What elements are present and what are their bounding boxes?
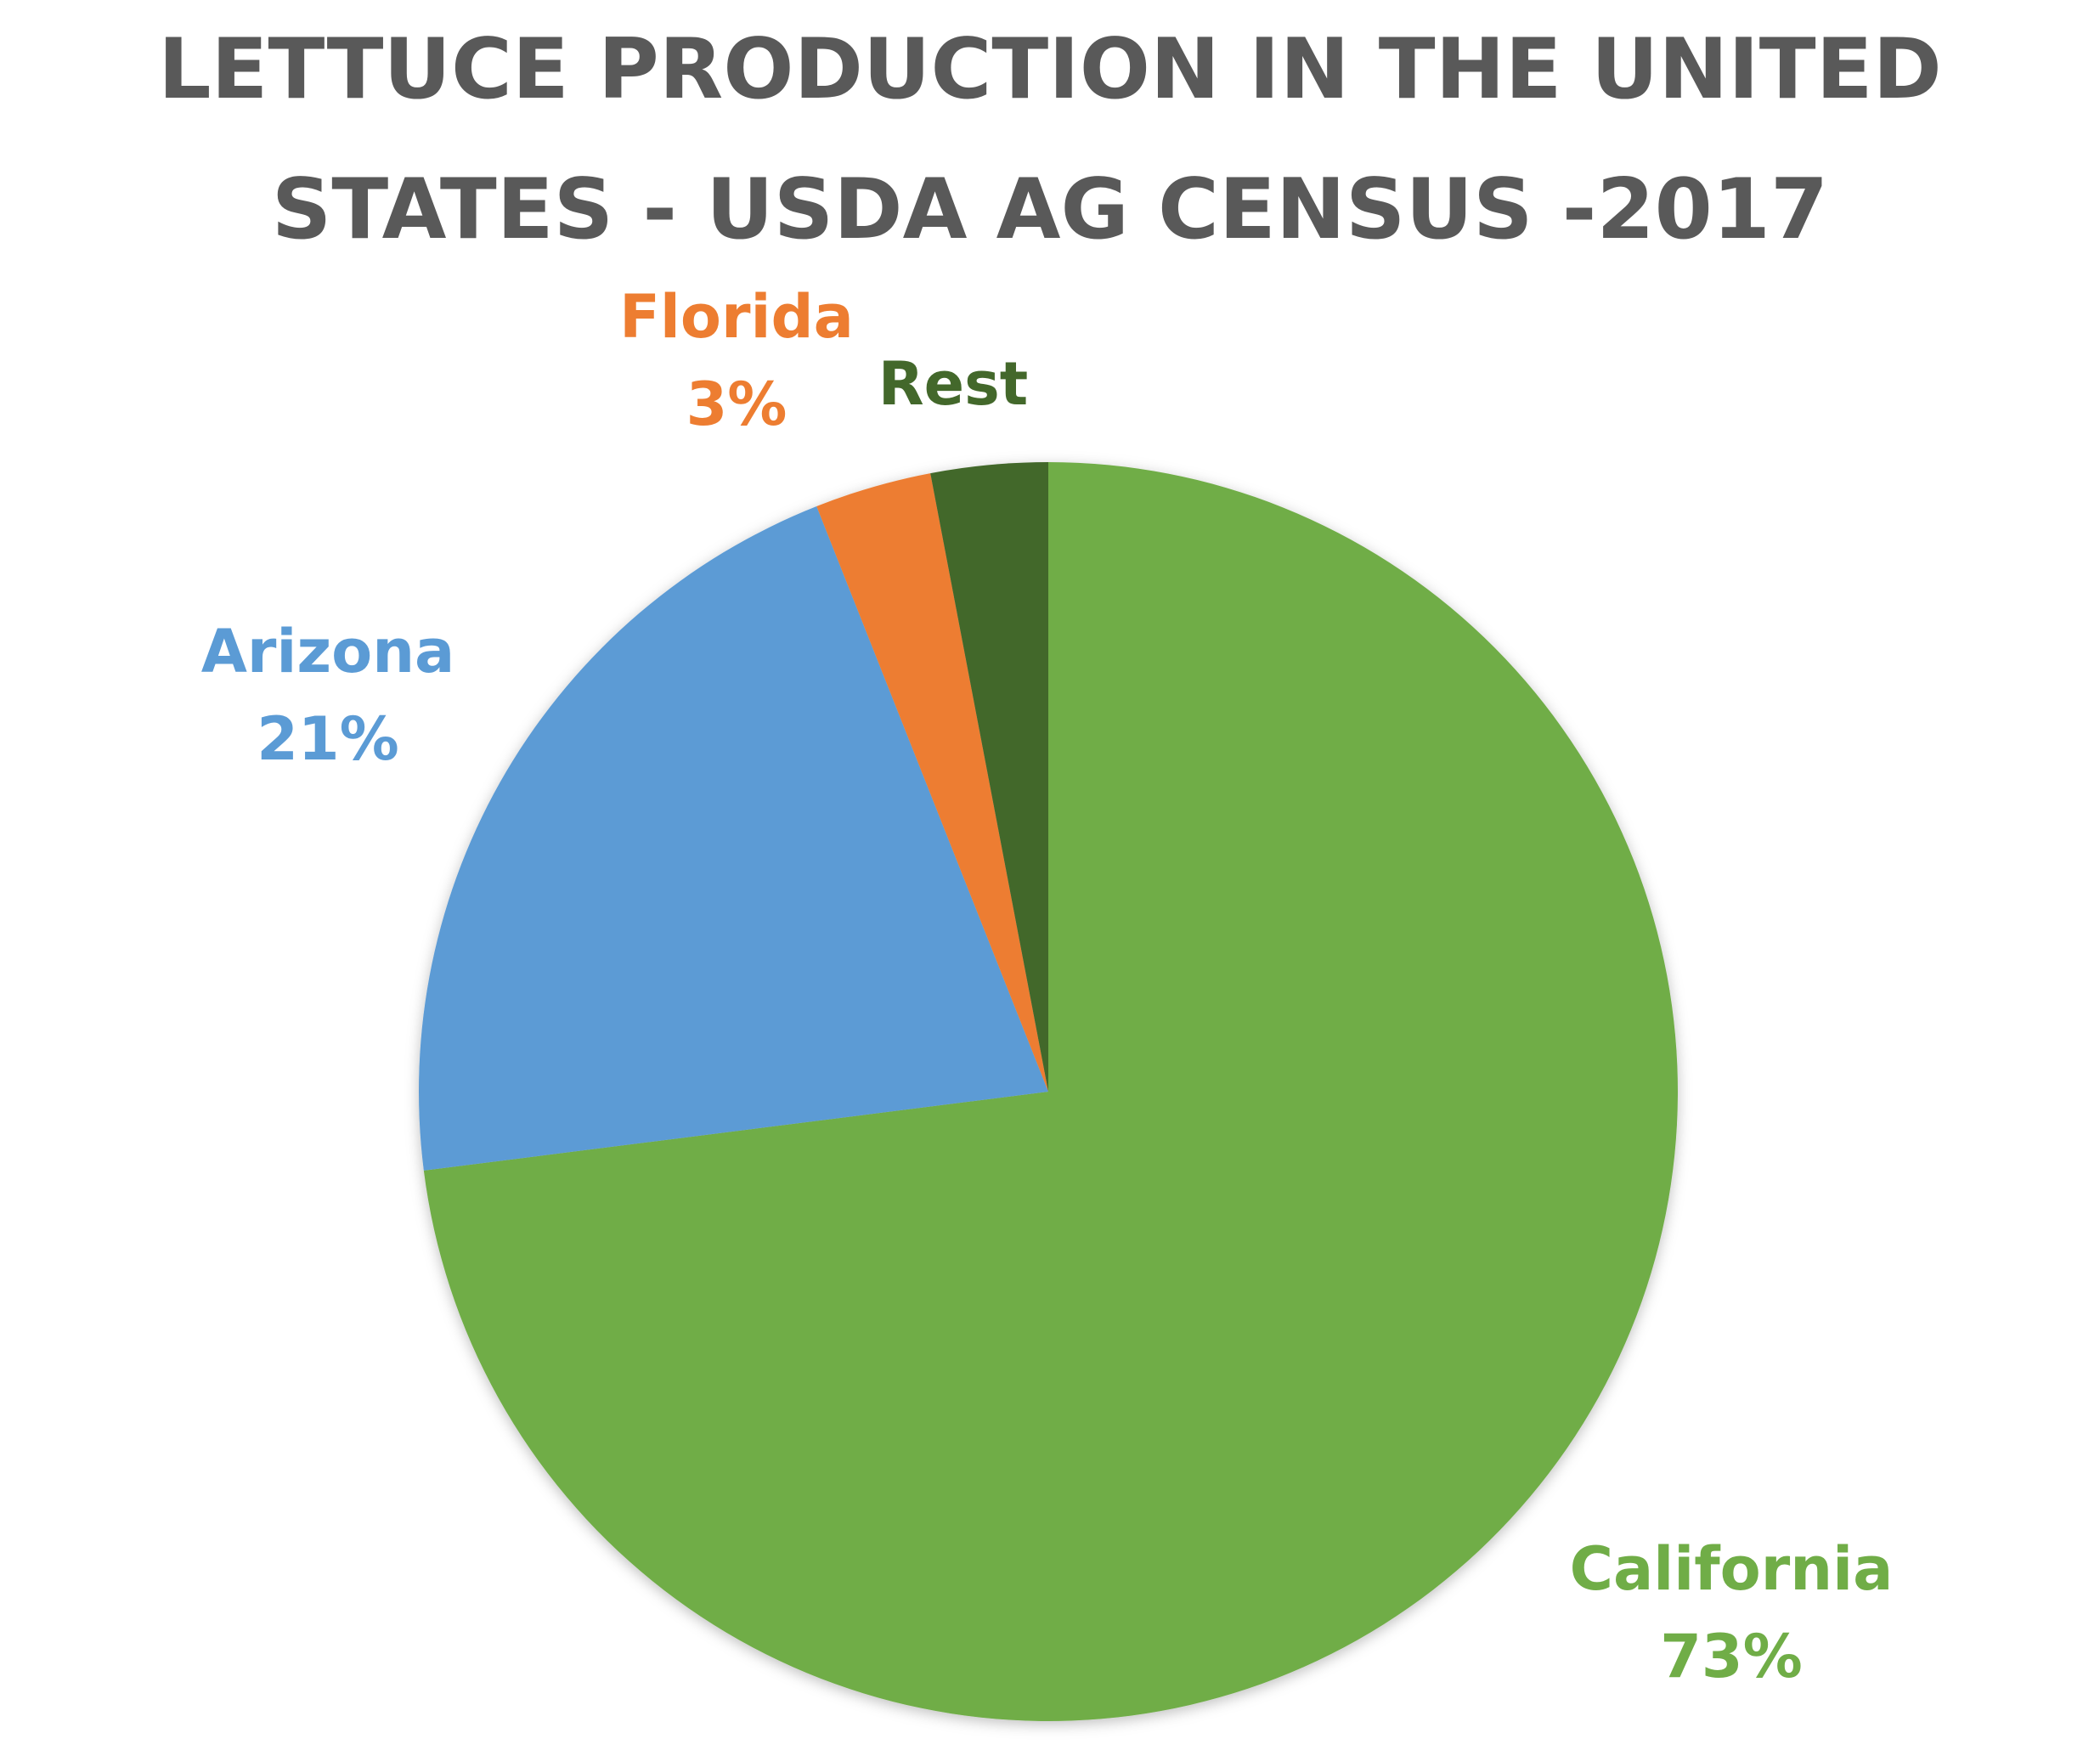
chart-title: LETTUCE PRODUCTION IN THE UNITED STATES … — [158, 21, 1942, 258]
value-label: 3% — [686, 370, 788, 439]
pie-slice — [930, 462, 1048, 1092]
slice-label: Florida — [619, 282, 854, 352]
slice-label: Rest — [878, 349, 1029, 419]
pie-slice — [816, 473, 1048, 1092]
pie-slice — [423, 462, 1678, 1721]
value-label: 73% — [1660, 1622, 1803, 1691]
pie — [419, 462, 1678, 1721]
pie-slice — [419, 506, 1048, 1171]
value-label: 21% — [257, 704, 399, 774]
slice-label: California — [1570, 1534, 1894, 1604]
slice-label: Arizona — [201, 617, 455, 686]
